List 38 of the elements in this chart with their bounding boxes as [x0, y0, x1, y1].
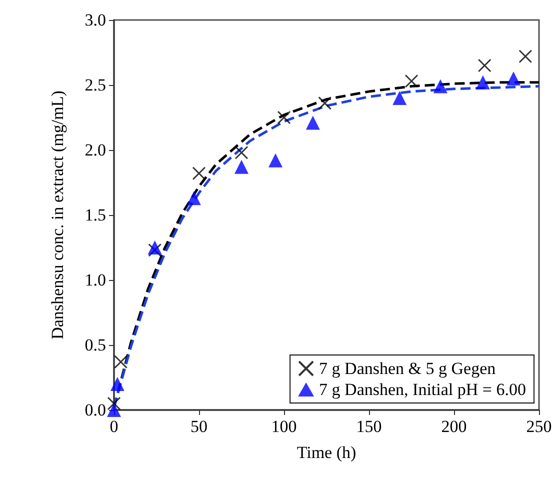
x-tick-label: 50	[190, 417, 208, 436]
x-tick-label: 150	[356, 417, 382, 436]
y-tick-label: 0.5	[84, 336, 106, 354]
y-tick-label: 2.0	[84, 140, 106, 160]
point	[277, 110, 291, 124]
point	[186, 191, 201, 206]
legend-label: 7 g Danshen & 5 g Gegen	[319, 359, 496, 378]
point	[478, 58, 492, 72]
point	[404, 74, 418, 88]
x-tick-label: 100	[271, 417, 297, 436]
point	[234, 146, 248, 160]
x-axis-title: Time (h)	[296, 443, 356, 462]
point	[234, 160, 248, 174]
point	[114, 355, 128, 369]
point	[148, 240, 162, 254]
point	[433, 79, 448, 94]
x-tick-label: 0	[110, 417, 118, 436]
point	[318, 96, 332, 110]
y-axis-title: Danshensu conc. in extract (mg/mL)	[48, 90, 67, 340]
point	[107, 403, 121, 417]
point	[392, 91, 407, 105]
point	[306, 116, 320, 130]
point	[148, 243, 162, 257]
legend-label: 7 g Danshen, Initial pH = 6.00	[319, 380, 526, 399]
point	[107, 396, 121, 410]
point	[506, 72, 520, 86]
point	[476, 75, 490, 90]
y-tick-label: 1.0	[84, 270, 106, 290]
y-tick-label: 0.0	[84, 400, 106, 420]
y-tick-label: 1.5	[84, 206, 106, 224]
x-tick-label: 200	[441, 417, 467, 436]
point	[110, 377, 124, 391]
point	[268, 153, 282, 168]
point	[192, 166, 206, 180]
x-tick-label: 250	[526, 417, 552, 436]
y-tick-label: 2.5	[84, 76, 106, 94]
y-tick-label: 3.0	[84, 10, 106, 30]
point	[518, 50, 532, 64]
